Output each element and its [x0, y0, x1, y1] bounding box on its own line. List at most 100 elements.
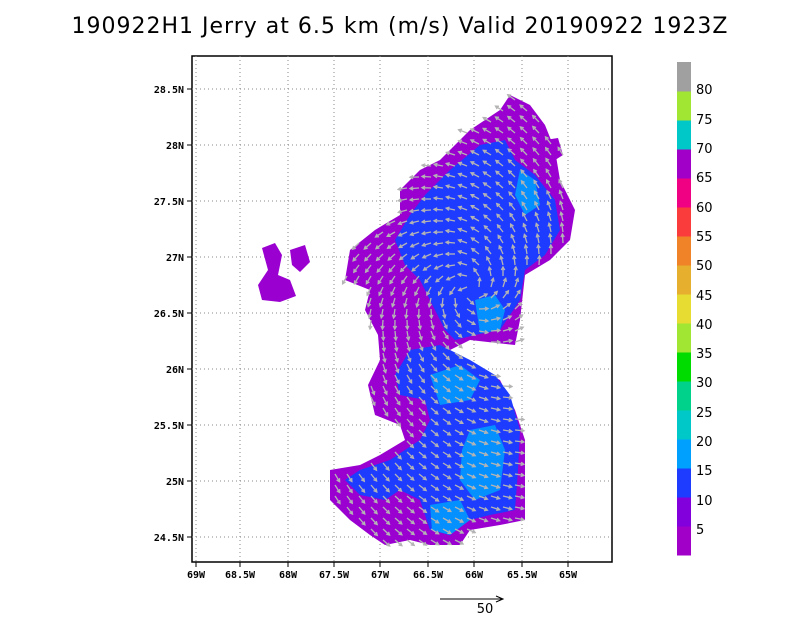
- wind-vector: [502, 407, 512, 410]
- wind-vector: [382, 517, 390, 525]
- wind-vector: [483, 225, 492, 233]
- wind-vector: [442, 308, 446, 318]
- wind-vector: [514, 314, 523, 321]
- wind-vector-head: [470, 204, 475, 209]
- wind-vector: [406, 341, 411, 351]
- wind-vector-head: [388, 268, 393, 273]
- wind-vector: [382, 374, 387, 384]
- wind-vector-head: [432, 229, 438, 235]
- wind-vector: [442, 385, 451, 393]
- wind-vector: [406, 517, 415, 525]
- wind-vector: [538, 255, 541, 266]
- wind-vector: [483, 160, 492, 167]
- wind-vector: [521, 201, 528, 211]
- colorbar-swatch: [677, 265, 691, 295]
- wind-vector: [406, 506, 415, 514]
- wind-vector-head: [521, 201, 526, 206]
- wind-vector: [502, 396, 513, 399]
- wind-vector: [522, 212, 528, 222]
- colorbar-swatch: [677, 120, 691, 150]
- wind-vector-head: [373, 477, 378, 483]
- wind-vector-head: [385, 498, 391, 504]
- wind-vector: [514, 278, 519, 288]
- wind-vector-head: [432, 241, 438, 247]
- wind-vector: [392, 308, 396, 319]
- wind-vector-head: [375, 256, 381, 262]
- wind-vector: [389, 275, 396, 284]
- wind-vector-head: [420, 230, 426, 236]
- wind-vector-head: [457, 205, 463, 210]
- wind-vector: [482, 116, 492, 123]
- colorbar-label: 25: [696, 406, 713, 421]
- wind-vector-head: [433, 367, 438, 373]
- wind-vector-head: [366, 291, 371, 297]
- wind-vector: [514, 484, 525, 488]
- wind-vector-head: [396, 198, 402, 203]
- wind-vector-head: [483, 518, 489, 523]
- wind-vector-head: [408, 174, 414, 180]
- wind-vector: [454, 495, 464, 501]
- wind-vector-head: [435, 530, 440, 535]
- wind-vector-head: [471, 331, 477, 336]
- wind-vector: [418, 473, 427, 481]
- wind-vector-head: [432, 162, 438, 168]
- wind-vector: [422, 220, 432, 223]
- wind-vector-head: [482, 149, 487, 154]
- wind-vector-head: [496, 384, 502, 390]
- wind-vector: [490, 374, 501, 378]
- colorbar-label: 10: [696, 494, 713, 509]
- wind-vector: [490, 304, 500, 310]
- wind-vector-head: [412, 279, 417, 285]
- wind-vector: [466, 528, 476, 534]
- wind-vector-head: [387, 256, 392, 261]
- wind-vector-head: [444, 228, 450, 234]
- wind-vector: [442, 319, 448, 329]
- wind-vector-head: [447, 530, 452, 535]
- wind-vector-head: [484, 374, 489, 379]
- wind-vector-head: [459, 376, 464, 381]
- wind-vector: [367, 297, 372, 307]
- wind-vector-head: [446, 377, 451, 382]
- wind-vector-head: [378, 302, 384, 308]
- wind-vector: [454, 473, 464, 479]
- wind-vector: [430, 396, 439, 404]
- wind-vector: [442, 429, 451, 436]
- wind-vector-head: [416, 314, 421, 320]
- wind-vector: [502, 385, 513, 388]
- wind-vector-head: [432, 173, 438, 179]
- wind-vector-head: [483, 385, 489, 391]
- wind-vector-head: [385, 221, 391, 226]
- wind-vector: [482, 138, 492, 145]
- wind-vector-head: [508, 406, 514, 412]
- wind-vector: [536, 234, 540, 244]
- wind-vector-head: [434, 453, 440, 459]
- wind-vector-head: [414, 291, 419, 297]
- wind-vector-head: [397, 465, 403, 471]
- wind-vector: [406, 451, 414, 459]
- wind-vector-head: [444, 251, 450, 257]
- wind-vector: [418, 341, 424, 351]
- wind-vector-head: [534, 200, 539, 206]
- wind-vector-head: [496, 373, 502, 379]
- wind-vector: [446, 196, 456, 200]
- colorbar-swatch: [677, 207, 691, 237]
- wind-vector: [490, 495, 500, 500]
- wind-vector-head: [457, 172, 463, 177]
- wind-vector: [370, 462, 378, 471]
- wind-vector-head: [504, 289, 510, 295]
- wind-vector-head: [433, 388, 439, 394]
- wind-vector-head: [415, 303, 420, 308]
- wind-vector-head: [420, 208, 426, 213]
- wind-vector: [466, 385, 476, 391]
- wind-vector-head: [433, 378, 439, 383]
- colorbar-label: 55: [696, 230, 713, 245]
- wind-vector: [458, 184, 468, 189]
- wind-vector-head: [496, 506, 501, 512]
- wind-vector: [406, 484, 415, 492]
- wind-vector-head: [459, 387, 464, 392]
- wind-vector-head: [458, 344, 464, 349]
- wind-vector: [514, 429, 525, 432]
- wind-vector: [446, 264, 456, 267]
- wind-vector-head: [469, 183, 475, 188]
- wind-vector-head: [397, 209, 402, 214]
